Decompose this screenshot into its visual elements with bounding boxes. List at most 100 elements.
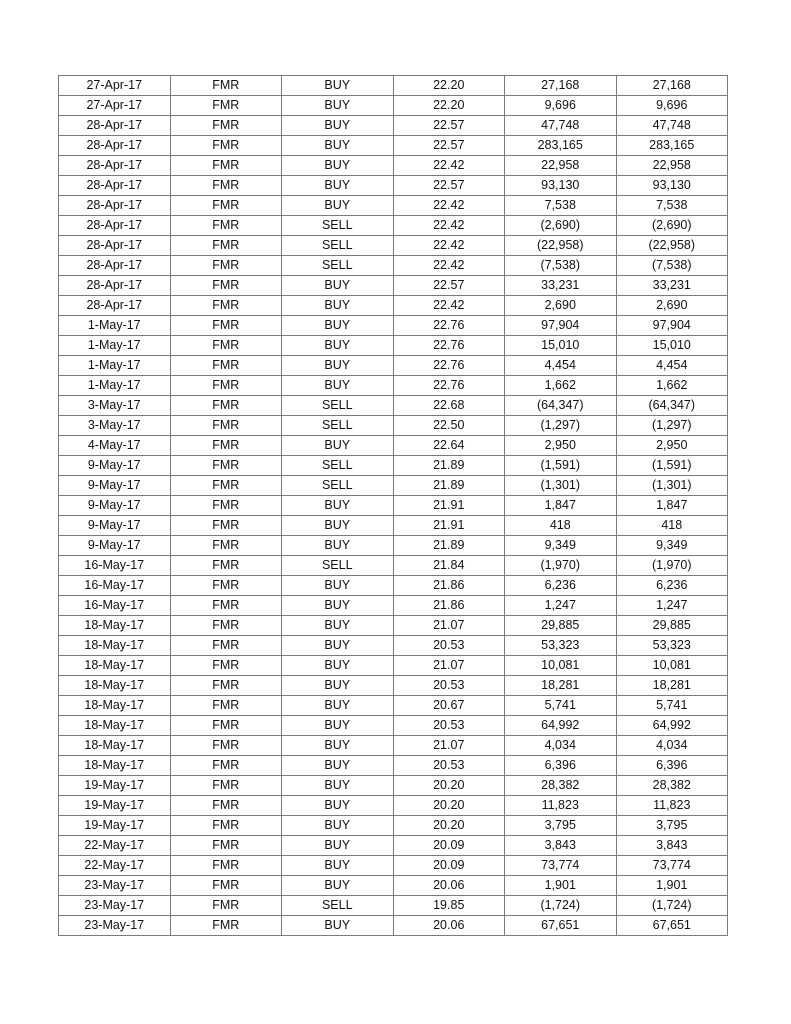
date-cell: 19-May-17 xyxy=(58,815,171,836)
date-cell: 18-May-17 xyxy=(58,635,171,656)
date-cell: 28-Apr-17 xyxy=(58,275,171,296)
action-cell: BUY xyxy=(281,495,394,516)
entity-cell: FMR xyxy=(169,835,282,856)
price-cell: 22.50 xyxy=(392,415,505,436)
action-cell: BUY xyxy=(281,535,394,556)
price-cell: 22.42 xyxy=(392,195,505,216)
date-cell: 28-Apr-17 xyxy=(58,175,171,196)
table-row: 9-May-17 FMR BUY 21.91 418 418 xyxy=(58,515,728,536)
table-row: 16-May-17 FMR SELL 21.84 (1,970) (1,970) xyxy=(58,555,728,576)
quantity-cell: (7,538) xyxy=(504,255,617,276)
entity-cell: FMR xyxy=(169,235,282,256)
entity-cell: FMR xyxy=(169,895,282,916)
entity-cell: FMR xyxy=(169,75,282,96)
table-row: 19-May-17 FMR BUY 20.20 28,382 28,382 xyxy=(58,775,728,796)
entity-cell: FMR xyxy=(169,475,282,496)
entity-cell: FMR xyxy=(169,415,282,436)
entity-cell: FMR xyxy=(169,735,282,756)
quantity-cell: 283,165 xyxy=(504,135,617,156)
table-row: 23-May-17 FMR BUY 20.06 67,651 67,651 xyxy=(58,915,728,936)
price-cell: 20.20 xyxy=(392,775,505,796)
amount-cell: (1,724) xyxy=(615,895,728,916)
quantity-cell: (1,591) xyxy=(504,455,617,476)
date-cell: 23-May-17 xyxy=(58,875,171,896)
quantity-cell: 5,741 xyxy=(504,695,617,716)
date-cell: 28-Apr-17 xyxy=(58,155,171,176)
price-cell: 20.06 xyxy=(392,875,505,896)
table-row: 28-Apr-17 FMR BUY 22.57 47,748 47,748 xyxy=(58,115,728,136)
date-cell: 16-May-17 xyxy=(58,555,171,576)
price-cell: 21.07 xyxy=(392,735,505,756)
quantity-cell: 1,901 xyxy=(504,875,617,896)
amount-cell: 11,823 xyxy=(615,795,728,816)
quantity-cell: 1,662 xyxy=(504,375,617,396)
date-cell: 3-May-17 xyxy=(58,415,171,436)
price-cell: 21.86 xyxy=(392,595,505,616)
table-row: 18-May-17 FMR BUY 21.07 4,034 4,034 xyxy=(58,735,728,756)
date-cell: 18-May-17 xyxy=(58,675,171,696)
price-cell: 19.85 xyxy=(392,895,505,916)
action-cell: BUY xyxy=(281,655,394,676)
amount-cell: 64,992 xyxy=(615,715,728,736)
table-row: 23-May-17 FMR SELL 19.85 (1,724) (1,724) xyxy=(58,895,728,916)
action-cell: SELL xyxy=(281,255,394,276)
date-cell: 28-Apr-17 xyxy=(58,295,171,316)
amount-cell: (1,591) xyxy=(615,455,728,476)
date-cell: 9-May-17 xyxy=(58,495,171,516)
action-cell: BUY xyxy=(281,315,394,336)
table-row: 16-May-17 FMR BUY 21.86 1,247 1,247 xyxy=(58,595,728,616)
quantity-cell: 33,231 xyxy=(504,275,617,296)
entity-cell: FMR xyxy=(169,375,282,396)
amount-cell: (1,297) xyxy=(615,415,728,436)
amount-cell: 15,010 xyxy=(615,335,728,356)
date-cell: 23-May-17 xyxy=(58,915,171,936)
quantity-cell: 6,396 xyxy=(504,755,617,776)
amount-cell: 27,168 xyxy=(615,75,728,96)
quantity-cell: (22,958) xyxy=(504,235,617,256)
price-cell: 21.86 xyxy=(392,575,505,596)
date-cell: 27-Apr-17 xyxy=(58,75,171,96)
date-cell: 23-May-17 xyxy=(58,895,171,916)
amount-cell: 6,396 xyxy=(615,755,728,776)
price-cell: 22.76 xyxy=(392,355,505,376)
quantity-cell: 15,010 xyxy=(504,335,617,356)
action-cell: BUY xyxy=(281,635,394,656)
action-cell: BUY xyxy=(281,775,394,796)
action-cell: BUY xyxy=(281,295,394,316)
action-cell: BUY xyxy=(281,835,394,856)
date-cell: 3-May-17 xyxy=(58,395,171,416)
action-cell: BUY xyxy=(281,155,394,176)
quantity-cell: (2,690) xyxy=(504,215,617,236)
amount-cell: 2,690 xyxy=(615,295,728,316)
price-cell: 21.07 xyxy=(392,615,505,636)
price-cell: 20.53 xyxy=(392,715,505,736)
action-cell: BUY xyxy=(281,915,394,936)
action-cell: BUY xyxy=(281,615,394,636)
action-cell: BUY xyxy=(281,515,394,536)
table-row: 18-May-17 FMR BUY 20.53 64,992 64,992 xyxy=(58,715,728,736)
amount-cell: 6,236 xyxy=(615,575,728,596)
table-row: 22-May-17 FMR BUY 20.09 3,843 3,843 xyxy=(58,835,728,856)
date-cell: 18-May-17 xyxy=(58,755,171,776)
amount-cell: 22,958 xyxy=(615,155,728,176)
quantity-cell: 6,236 xyxy=(504,575,617,596)
quantity-cell: 2,950 xyxy=(504,435,617,456)
price-cell: 22.64 xyxy=(392,435,505,456)
action-cell: SELL xyxy=(281,555,394,576)
date-cell: 19-May-17 xyxy=(58,795,171,816)
amount-cell: 29,885 xyxy=(615,615,728,636)
quantity-cell: 18,281 xyxy=(504,675,617,696)
action-cell: BUY xyxy=(281,355,394,376)
table-row: 16-May-17 FMR BUY 21.86 6,236 6,236 xyxy=(58,575,728,596)
date-cell: 19-May-17 xyxy=(58,775,171,796)
entity-cell: FMR xyxy=(169,435,282,456)
price-cell: 22.68 xyxy=(392,395,505,416)
amount-cell: 418 xyxy=(615,515,728,536)
price-cell: 20.53 xyxy=(392,755,505,776)
table-row: 28-Apr-17 FMR BUY 22.42 2,690 2,690 xyxy=(58,295,728,316)
table-row: 1-May-17 FMR BUY 22.76 4,454 4,454 xyxy=(58,355,728,376)
quantity-cell: 1,247 xyxy=(504,595,617,616)
table-row: 19-May-17 FMR BUY 20.20 11,823 11,823 xyxy=(58,795,728,816)
entity-cell: FMR xyxy=(169,135,282,156)
entity-cell: FMR xyxy=(169,355,282,376)
